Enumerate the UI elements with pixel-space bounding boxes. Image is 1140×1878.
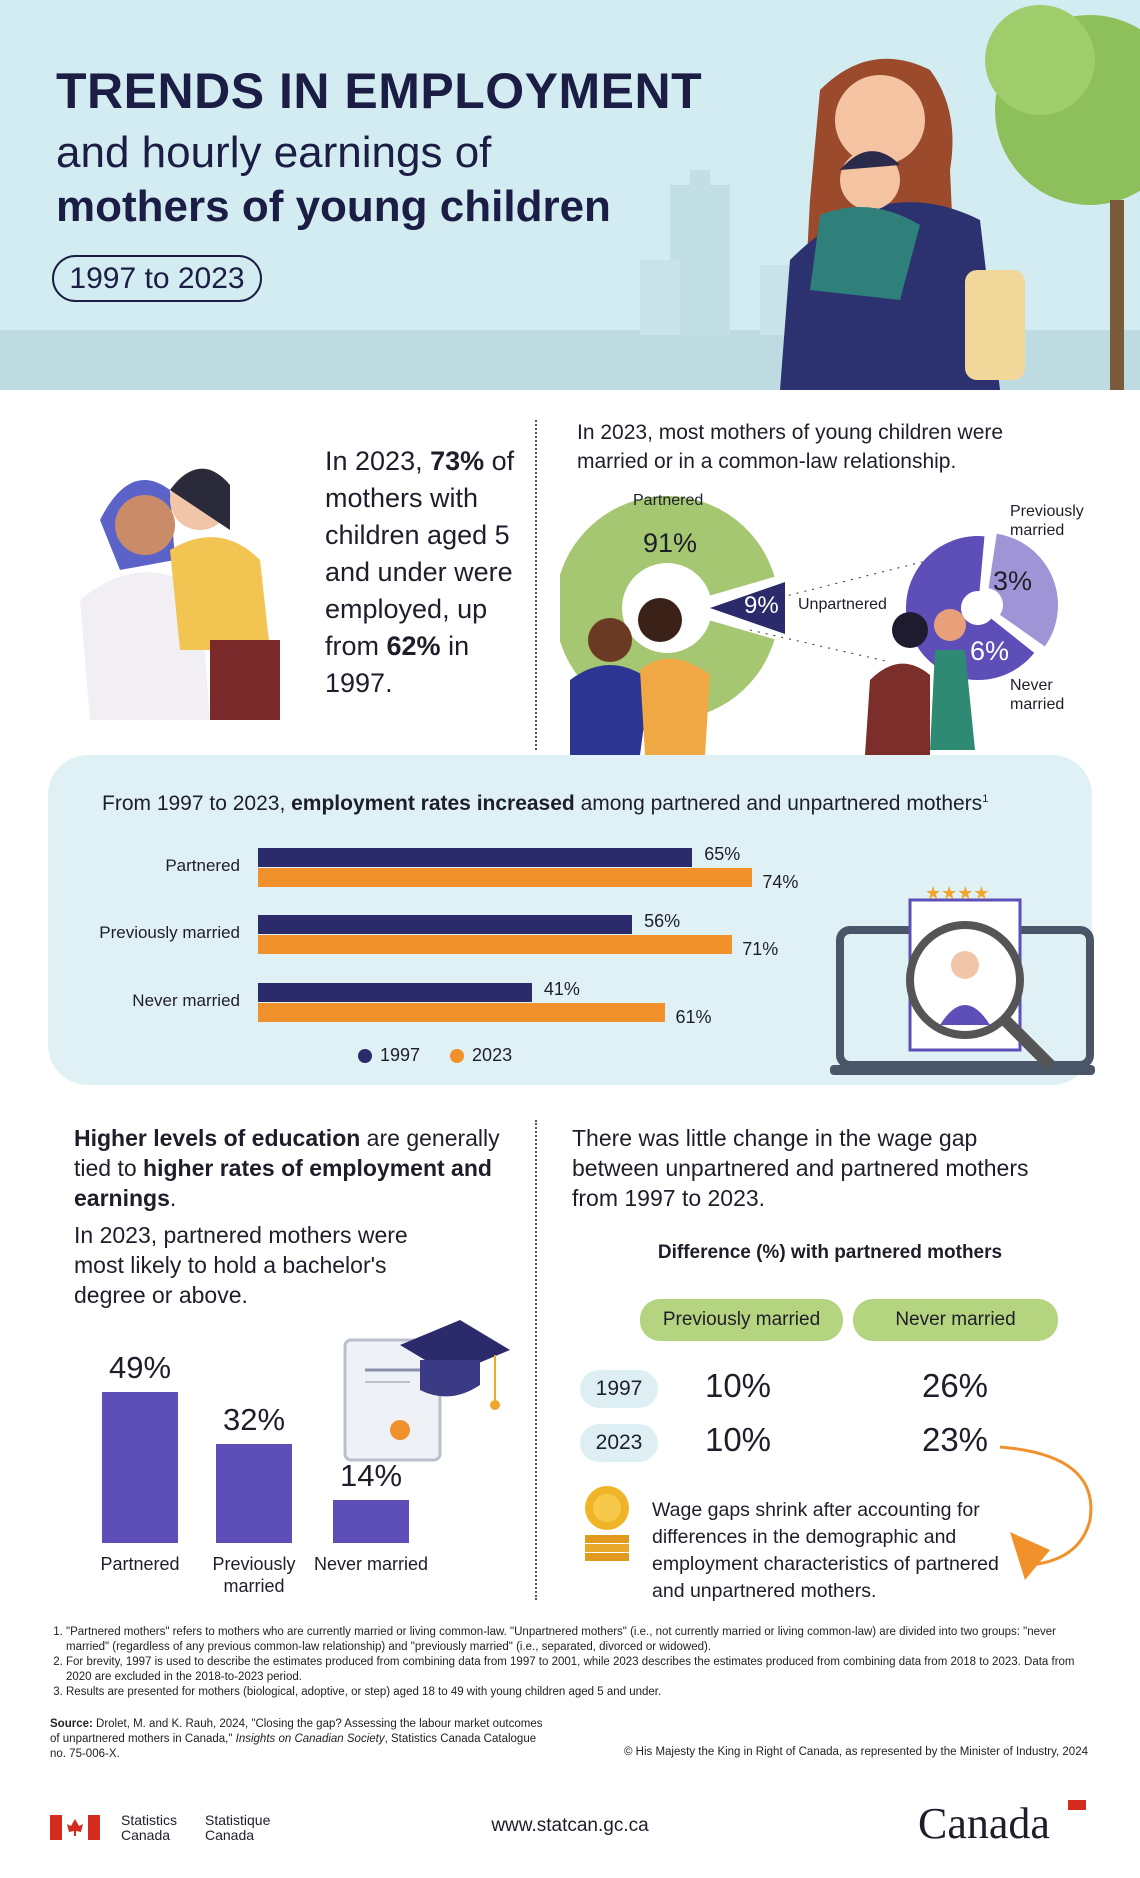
bar-value-label: 56%	[644, 911, 681, 931]
bar-category-label: Previously married	[99, 923, 240, 942]
family-illustration	[570, 598, 710, 755]
education-heading: Higher levels of education are generally…	[74, 1125, 500, 1211]
wage-gap-2023-never: 23%	[921, 1421, 989, 1458]
mother-daughter-illustration	[865, 609, 975, 755]
section-divider-2	[535, 1120, 537, 1600]
row-year-2023: 2023	[580, 1424, 658, 1462]
website-link[interactable]: www.statcan.gc.ca	[491, 1815, 649, 1836]
marital-heading: In 2023, most mothers of young children …	[577, 421, 1004, 473]
partnered-value: 91%	[643, 528, 698, 558]
column-previously-married: Previously married	[640, 1299, 843, 1341]
bar-category-label: Partnered	[165, 856, 240, 875]
statcan-fr: Statistique Canada	[205, 1812, 271, 1843]
bar-2023	[258, 935, 733, 954]
footnote-1: "Partnered mothers" refers to mothers wh…	[66, 1625, 1098, 1655]
wage-gap-2023-prev: 10%	[704, 1421, 772, 1458]
never-married-label: Never married	[1010, 677, 1065, 713]
canada-wordmark: Canada	[918, 1799, 1050, 1848]
education-bar-label: Never married	[313, 1554, 429, 1574]
svg-text:★★★★: ★★★★	[925, 885, 990, 903]
education-bar-label: Partnered	[100, 1554, 180, 1574]
row-year-1997: 1997	[580, 1370, 658, 1408]
wage-gap-1997-prev: 10%	[704, 1367, 772, 1404]
bar-value-label: 71%	[742, 939, 779, 959]
mother-child-illustration	[780, 58, 1025, 390]
bar-value-label: 61%	[675, 1007, 712, 1027]
education-bar	[333, 1499, 409, 1543]
previously-married-label: Previously married	[1010, 503, 1084, 539]
footnote-2: For brevity, 1997 is used to describe th…	[66, 1655, 1098, 1685]
legend-1997: 1997	[358, 1045, 420, 1066]
wordmark-flag-icon	[1068, 1800, 1086, 1810]
wage-heading: There was little change in the wage gap …	[572, 1125, 1029, 1211]
footnote-3: Results are presented for mothers (biolo…	[66, 1685, 1098, 1700]
footnotes: "Partnered mothers" refers to mothers wh…	[48, 1625, 1098, 1700]
bar-category-label: Never married	[132, 991, 240, 1010]
page-title: TRENDS IN EMPLOYMENT	[56, 63, 703, 119]
diploma-cap-illustration	[343, 1320, 510, 1462]
bar-value-label: 65%	[704, 844, 741, 864]
education-bar-value: 32%	[222, 1402, 286, 1438]
education-subtext: In 2023, partnered mothers were most lik…	[74, 1222, 408, 1308]
bar-2023	[258, 1003, 666, 1022]
education-bar-value: 14%	[339, 1457, 403, 1493]
page-subtitle-bold: mothers of young children	[56, 182, 611, 231]
education-bar	[216, 1444, 292, 1543]
wage-gap-1997-never: 26%	[921, 1367, 989, 1404]
legend-swatch-1997	[358, 1048, 372, 1063]
bar-1997	[258, 915, 633, 934]
bar-1997	[258, 983, 532, 1002]
unpartnered-value: 9%	[744, 592, 779, 619]
period-badge: 1997 to 2023	[52, 255, 262, 302]
pie-slice-never-married	[906, 536, 1035, 680]
column-never-married: Never married	[853, 1299, 1058, 1341]
unpartnered-label: Unpartnered	[798, 596, 887, 613]
connector-line-top	[749, 549, 971, 606]
statcan-en: Statistics Canada	[121, 1812, 178, 1843]
education-bar-label: Previously married	[212, 1554, 296, 1596]
legend-swatch-2023	[450, 1048, 465, 1063]
partnered-label: Partnered	[633, 492, 704, 509]
employment-legend: 1997 2023	[358, 1045, 512, 1066]
intro-text: In 2023, 73% of mothers with children ag…	[325, 446, 515, 698]
coins-icon	[585, 1486, 629, 1561]
previously-married-value: 3%	[993, 566, 1033, 596]
source-citation: Source: Drolet, M. and K. Rauh, 2024, "C…	[50, 1718, 543, 1760]
women-hugging-illustration	[80, 468, 280, 720]
marital-pie-charts	[560, 496, 1058, 755]
education-bar-value: 49%	[108, 1350, 172, 1386]
pie-slice-unpartnered	[710, 582, 785, 634]
employment-title: From 1997 to 2023, employment rates incr…	[102, 792, 989, 815]
wage-table-title: Difference (%) with partnered mothers	[657, 1242, 1003, 1263]
pie-slice-previously-married	[988, 533, 1058, 647]
coins-arrow-illustration	[585, 1445, 1093, 1580]
bar-1997	[258, 848, 693, 867]
bar-value-label: 74%	[762, 872, 799, 892]
copyright: © His Majesty the King in Right of Canad…	[623, 1746, 1088, 1758]
city-skyline-illustration	[0, 5, 1140, 390]
hero-banner: TRENDS IN EMPLOYMENT and hourly earnings…	[0, 0, 1140, 390]
laptop-magnifier-illustration: ★★★★	[830, 885, 1095, 1075]
wage-note: Wage gaps shrink after accounting for di…	[652, 1499, 999, 1602]
curved-arrow-icon	[999, 1445, 1093, 1567]
bar-value-label: 41%	[543, 979, 580, 999]
never-married-value: 6%	[970, 636, 1010, 666]
page-subtitle: and hourly earnings of	[56, 128, 492, 177]
legend-2023: 2023	[450, 1045, 512, 1066]
education-bar	[102, 1392, 178, 1543]
canada-flag-icon	[50, 1815, 100, 1840]
section-divider	[535, 420, 537, 750]
bar-2023	[258, 868, 753, 887]
pie-slice-partnered	[560, 496, 775, 720]
